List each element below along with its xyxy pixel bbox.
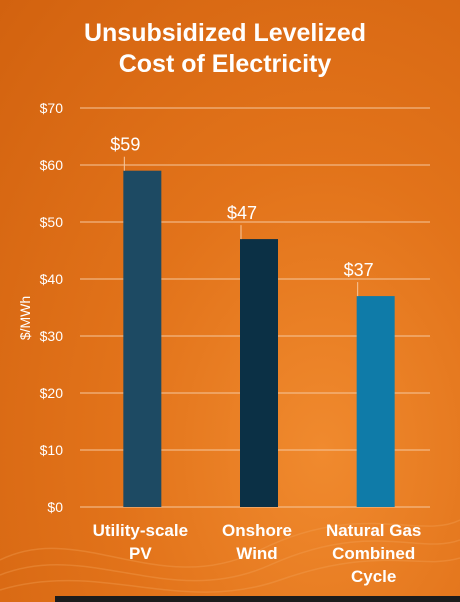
bar [356, 296, 395, 507]
category-labels: Utility-scale PV Onshore Wind Natural Gas Com… [93, 521, 422, 586]
category-label-line: Wind [236, 544, 277, 563]
value-labels: $59 $47 $37 [110, 135, 374, 297]
category-label-line: PV [129, 544, 152, 563]
chart-title-line-2: Cost of Electricity [118, 50, 332, 78]
category-label: Onshore Wind [222, 521, 292, 563]
y-tick-label: $20 [40, 385, 64, 401]
y-tick-labels: $0 $10 $20 $30 $40 $50 $60 $70 [40, 100, 64, 515]
value-label: $47 [227, 203, 257, 223]
bar [123, 170, 162, 507]
y-tick-label: $30 [40, 328, 64, 344]
y-tick-label: $0 [47, 499, 63, 515]
category-label: Natural Gas Combined Cycle [326, 521, 421, 586]
category-label-line: Utility-scale [93, 521, 188, 540]
chart-title-line-1: Unsubsidized Levelized [83, 19, 366, 47]
y-tick-label: $10 [40, 442, 64, 458]
bottom-bar [55, 596, 460, 602]
category-label-line: Cycle [351, 567, 396, 586]
category-label: Utility-scale PV [93, 521, 188, 563]
y-tick-label: $40 [40, 271, 64, 287]
bar [240, 239, 278, 507]
bars [123, 170, 395, 507]
y-tick-label: $50 [40, 214, 64, 230]
value-label: $37 [344, 260, 374, 280]
value-label: $59 [110, 135, 140, 155]
chart-title: Unsubsidized Levelized Cost of Electrici… [0, 18, 450, 80]
decorative-waves [0, 519, 460, 593]
y-axis-label: $/MWh [17, 296, 33, 340]
y-tick-label: $60 [40, 157, 64, 173]
category-label-line: Combined [332, 544, 415, 563]
y-tick-label: $70 [40, 100, 64, 116]
category-label-line: Onshore [222, 521, 292, 540]
category-label-line: Natural Gas [326, 521, 421, 540]
